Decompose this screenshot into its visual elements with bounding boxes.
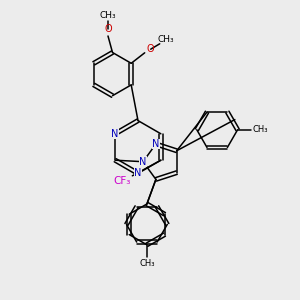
Text: O: O <box>147 44 154 54</box>
Text: CH₃: CH₃ <box>139 259 154 268</box>
Text: N: N <box>152 139 160 149</box>
Text: CF₃: CF₃ <box>113 176 130 186</box>
Text: CH₃: CH₃ <box>158 35 174 44</box>
Text: N: N <box>139 157 147 167</box>
Text: CH₃: CH₃ <box>252 125 268 134</box>
Text: N: N <box>134 168 142 178</box>
Text: N: N <box>111 129 119 139</box>
Text: O: O <box>104 24 112 34</box>
Text: CH₃: CH₃ <box>100 11 116 20</box>
